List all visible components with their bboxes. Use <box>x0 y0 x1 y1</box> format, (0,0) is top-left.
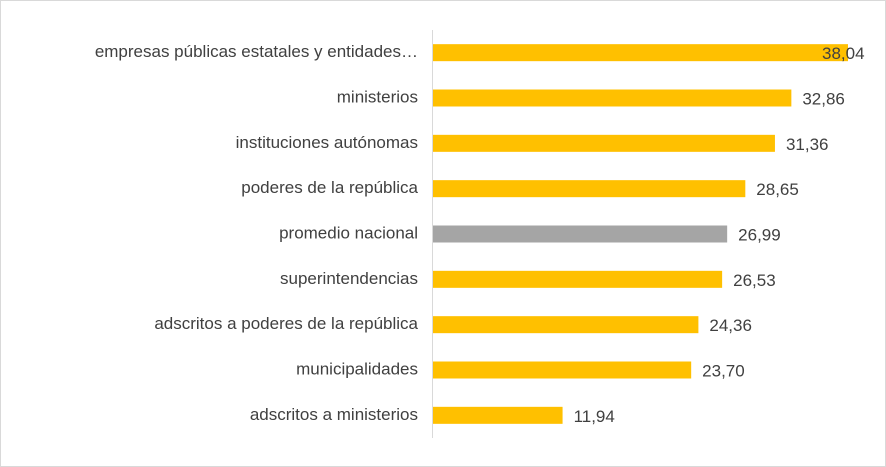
bar <box>433 316 699 334</box>
category-label: superintendencias <box>280 269 418 288</box>
category-label: instituciones autónomas <box>236 133 418 152</box>
bar <box>433 89 792 107</box>
bar <box>433 180 746 198</box>
bar <box>433 361 692 379</box>
value-label: 26,53 <box>733 271 776 290</box>
category-label: promedio nacional <box>279 223 418 242</box>
value-label: 24,36 <box>709 316 752 335</box>
value-label: 28,65 <box>756 180 799 199</box>
value-label: 38,04 <box>822 44 865 63</box>
bar <box>433 225 728 243</box>
category-label: adscritos a poderes de la república <box>154 314 418 333</box>
value-label: 31,36 <box>786 135 829 154</box>
category-label: empresas públicas estatales y entidades… <box>95 42 418 61</box>
value-label: 32,86 <box>802 89 845 108</box>
value-label: 23,70 <box>702 361 745 380</box>
category-label: poderes de la república <box>241 178 418 197</box>
bar <box>433 270 723 288</box>
category-label: adscritos a ministerios <box>250 405 418 424</box>
bar <box>433 44 848 62</box>
bar <box>433 134 775 152</box>
value-label: 11,94 <box>574 407 615 426</box>
value-label: 26,99 <box>738 225 781 244</box>
bar <box>433 406 563 424</box>
category-label: ministerios <box>337 87 418 106</box>
category-label: municipalidades <box>296 359 418 378</box>
